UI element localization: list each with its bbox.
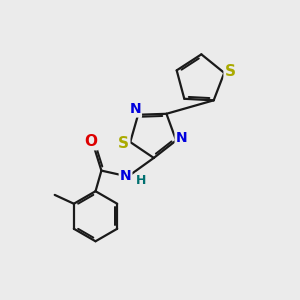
Text: H: H	[136, 173, 146, 187]
Text: O: O	[84, 134, 97, 149]
Text: S: S	[118, 136, 129, 151]
Text: N: N	[176, 131, 187, 145]
Text: N: N	[120, 169, 131, 184]
Text: N: N	[129, 103, 141, 116]
Text: S: S	[225, 64, 236, 79]
